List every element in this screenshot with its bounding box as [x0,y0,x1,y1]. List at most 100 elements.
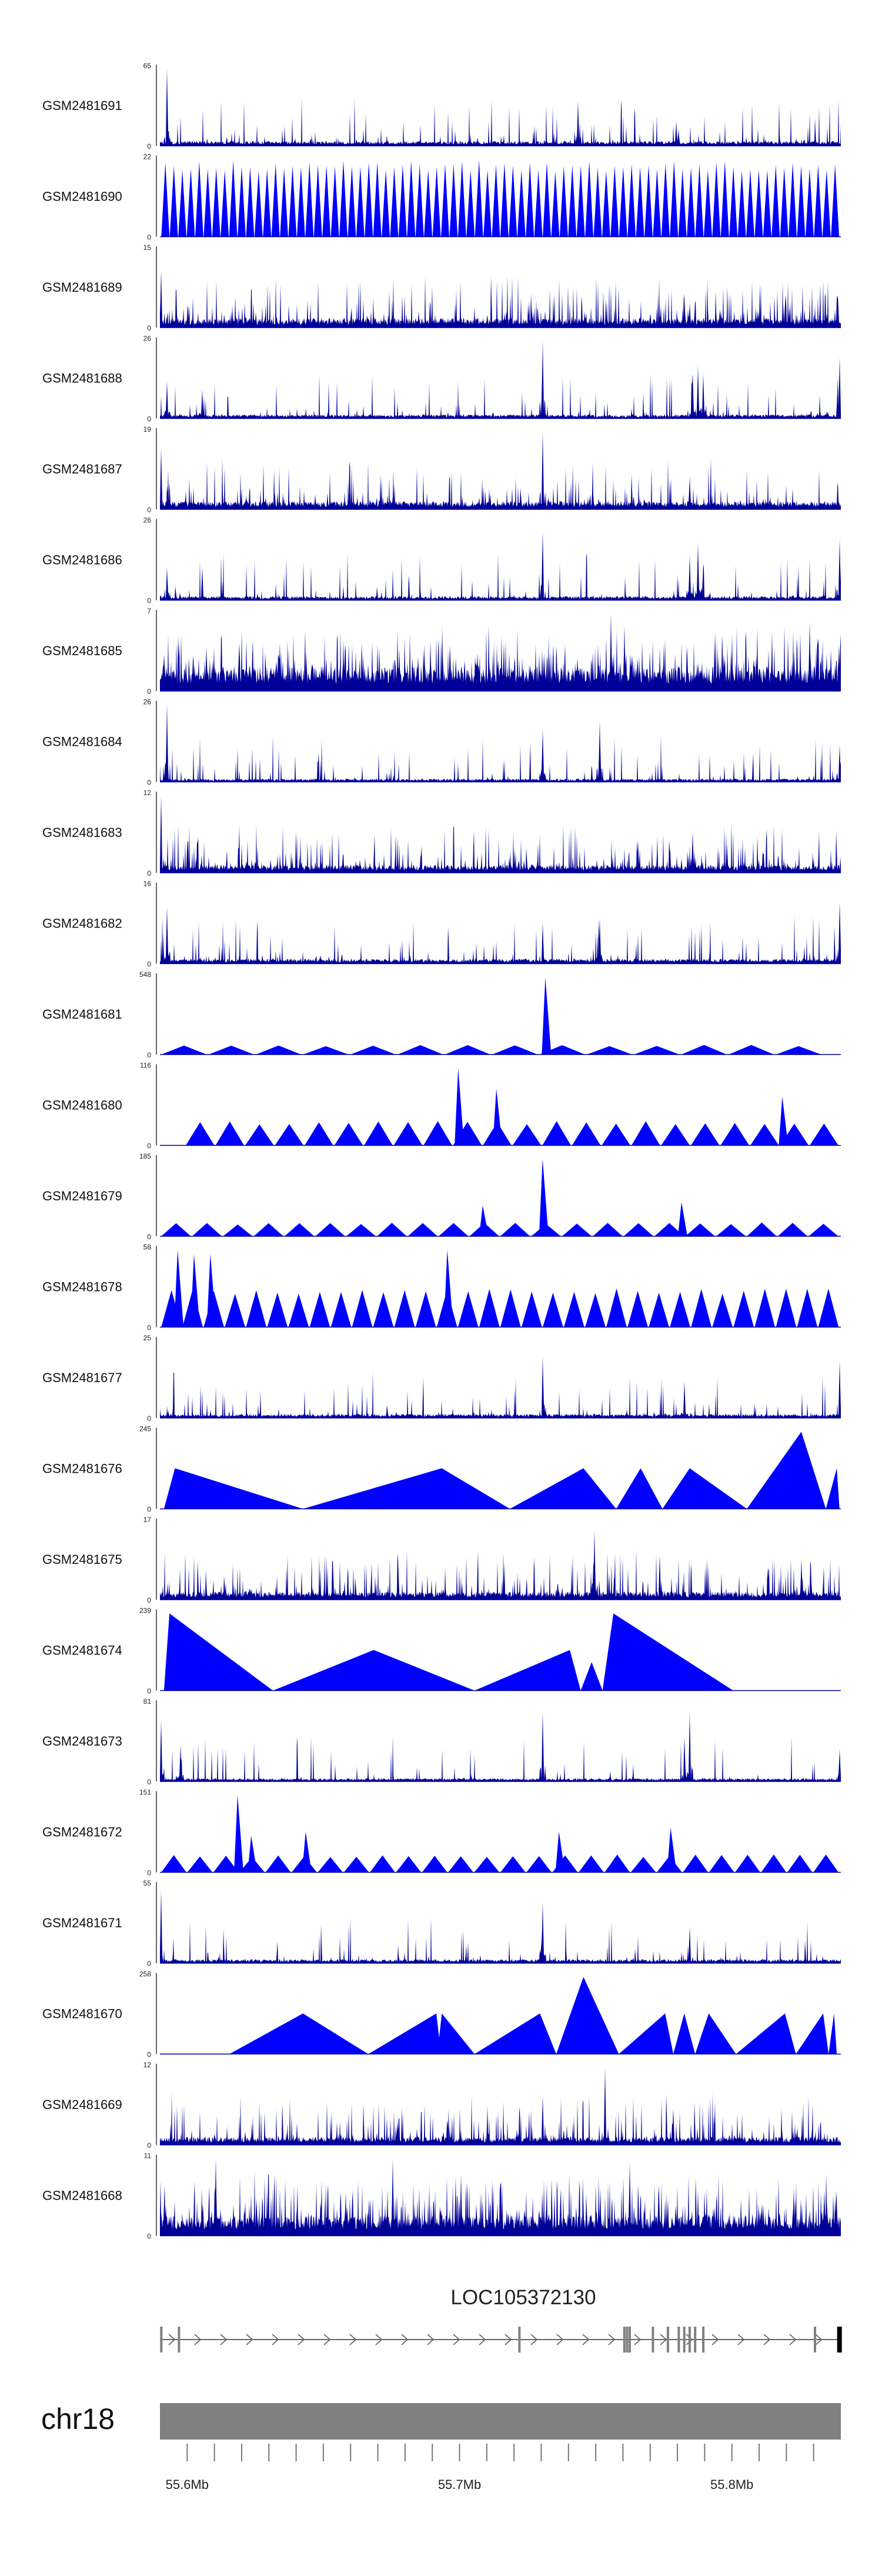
signal-segment [377,1223,407,1236]
track-label: GSM2481686 [42,553,122,568]
strand-chevron-icon [194,2334,202,2345]
y-tick-max: 116 [140,1062,151,1070]
signal-segment [415,1291,436,1327]
strand-chevron-icon [298,2334,305,2345]
signal-segment [343,1857,369,1873]
y-tick-min: 0 [147,1233,151,1241]
signal-segment [602,170,610,237]
signal-segment [346,1224,376,1236]
signal-segment [373,1292,394,1327]
signal-segment [422,1856,447,1873]
strand-chevron-icon [272,2334,279,2345]
y-tick-max: 12 [143,789,152,797]
track-label: GSM2481676 [42,1461,122,1476]
signal-area [163,1613,733,1691]
signal-segment [356,166,365,237]
track-label: GSM2481672 [42,1825,122,1840]
signal-peak [479,1205,489,1236]
strand-chevron-icon [582,2334,590,2345]
y-tick-min: 0 [147,2051,151,2059]
y-tick-max: 19 [143,425,152,433]
track-GSM2481689: GSM2481689 15 0 [42,243,841,332]
signal-segment [720,1123,750,1146]
track-label: GSM2481669 [42,2097,122,2112]
track-GSM2481677: GSM2481677 25 0 [42,1334,841,1423]
signal-segment [256,1045,302,1055]
signal-segment [661,1124,690,1146]
signal-segment [564,1292,584,1327]
y-tick-min: 0 [147,688,151,696]
signal-segment [390,167,399,237]
signal-segment [330,1292,352,1327]
signal-segment [593,168,602,237]
track-label: GSM2481691 [42,98,122,113]
track-GSM2481690: GSM2481690 22 0 [42,153,841,242]
signal-segment [720,161,729,237]
signal-segment [543,162,551,237]
signal-segment [737,171,746,237]
signal-segment [750,1124,779,1146]
track-label: GSM2481671 [42,1916,122,1930]
signal-segment [534,170,543,237]
signal-segment [776,1046,821,1055]
y-tick-max: 245 [139,1425,151,1433]
signal-segment [449,164,458,237]
signal-segment [393,1122,423,1146]
strand-chevron-icon [427,2334,435,2345]
signal-segment [245,1124,274,1146]
gene-exon [629,2327,631,2353]
y-tick-max: 26 [143,516,152,525]
signal-segment [712,1293,733,1327]
signal-peak [539,1159,549,1236]
y-tick-min: 0 [147,1324,151,1332]
track-GSM2481686: GSM2481686 26 0 [42,516,841,605]
signal-peak [190,1254,200,1327]
signal-segment [695,164,704,237]
track-label: GSM2481690 [42,189,122,204]
signal-area [160,341,841,419]
strand-chevron-icon [737,2334,745,2345]
signal-segment [814,165,823,237]
signal-segment [161,162,170,237]
signal-segment [562,1223,592,1236]
track-GSM2481671: GSM2481671 55 0 [42,1879,841,1968]
track-label: GSM2481673 [42,1734,122,1749]
y-tick-max: 151 [139,1788,151,1797]
signal-segment [606,1288,627,1327]
signal-segment [275,1124,304,1146]
gene-exon [702,2327,705,2353]
signal-segment [500,1289,521,1327]
signal-segment [500,163,509,237]
signal-peak [206,1254,216,1327]
y-tick-max: 548 [139,970,151,979]
track-GSM2481669: GSM2481669 12 0 [42,2061,841,2150]
signal-segment [161,1223,191,1236]
strand-chevron-icon [608,2334,616,2345]
signal-segment [681,1045,727,1055]
strand-chevron-icon [530,2334,538,2345]
y-tick-max: 11 [144,2152,152,2160]
signal-segment [661,163,670,237]
signal-segment [364,1121,393,1146]
gene-exon [814,2327,816,2353]
y-tick-max: 58 [143,1243,152,1252]
y-tick-min: 0 [147,1596,151,1604]
gene-exon [623,2327,626,2353]
signal-segment [754,169,763,237]
signal-segment [789,162,797,237]
signal-area [160,795,841,873]
signal-segment [787,1854,813,1873]
y-tick-max: 12 [143,2061,152,2069]
signal-segment [568,165,577,237]
signal-segment [195,161,203,237]
signal-segment [522,1292,542,1327]
signal-peak [248,1836,258,1873]
strand-chevron-icon [711,2334,719,2345]
strand-chevron-icon [660,2334,667,2345]
signal-area [163,1432,840,1509]
track-GSM2481668: GSM2481668 11 0 [42,2152,841,2241]
signal-peak [302,1831,312,1873]
signal-segment [315,1223,345,1236]
signal-segment [831,164,840,237]
y-tick-min: 0 [147,1506,151,1514]
